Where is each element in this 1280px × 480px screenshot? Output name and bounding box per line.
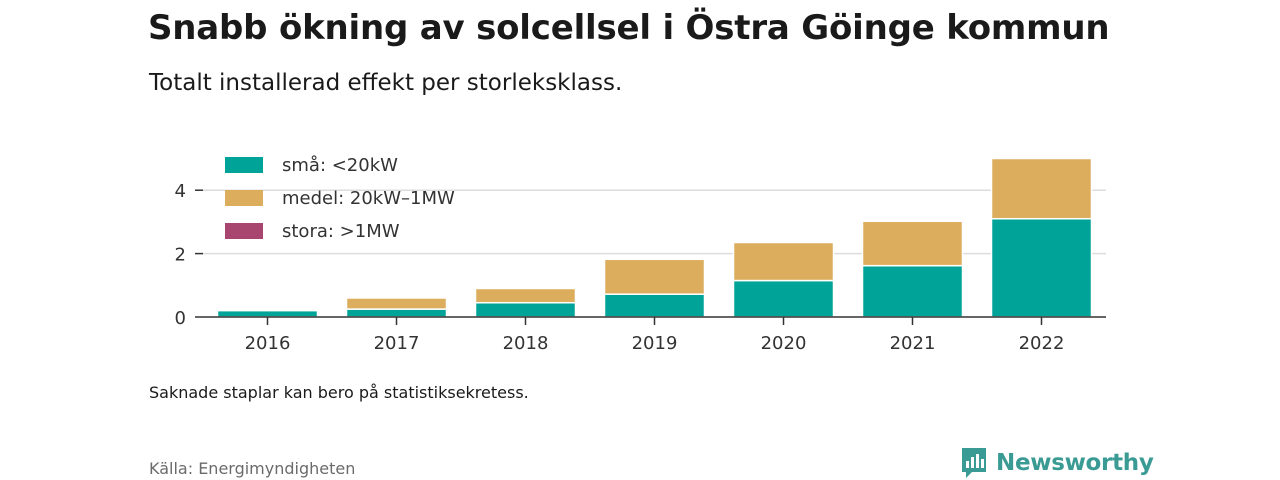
x-tick-label: 2017 (374, 333, 420, 354)
legend: små: <20kW medel: 20kW–1MW stora: >1MW (225, 155, 455, 242)
bar-segment (603, 258, 706, 295)
x-tick-label: 2016 (245, 333, 291, 354)
bar-segment (861, 264, 964, 318)
x-tick-label: 2021 (890, 333, 936, 354)
bar-segment (603, 293, 706, 318)
bar-segment (861, 220, 964, 267)
source-credit: Källa: Energimyndigheten (149, 459, 356, 478)
x-axis-ticks: 2016 2017 2018 2019 2020 2021 2022 (245, 317, 1065, 354)
brand-name: Newsworthy (996, 450, 1154, 476)
newsworthy-logo-icon (962, 448, 986, 478)
bars (216, 157, 1093, 318)
bar-segment (474, 287, 577, 304)
bar-segment (345, 308, 448, 318)
x-tick-label: 2022 (1019, 333, 1065, 354)
bar-segment (990, 217, 1093, 318)
legend-label: små: <20kW (282, 155, 398, 176)
y-axis-ticks: 0 2 4 (175, 181, 203, 329)
legend-label: stora: >1MW (282, 221, 400, 242)
bar-segment (474, 301, 577, 318)
chart-subtitle: Totalt installerad effekt per storlekskl… (149, 70, 623, 96)
y-tick-label: 4 (175, 181, 186, 202)
bar-segment (216, 309, 319, 318)
bar-segment (732, 279, 835, 318)
bar-segment (732, 241, 835, 282)
legend-label: medel: 20kW–1MW (282, 188, 455, 209)
y-tick-label: 2 (175, 245, 186, 266)
legend-swatch (225, 223, 263, 239)
legend-swatch (225, 157, 263, 173)
bar-segment (990, 157, 1093, 220)
x-tick-label: 2019 (632, 333, 678, 354)
y-tick-label: 0 (175, 308, 186, 329)
legend-swatch (225, 190, 263, 206)
brand-logo[interactable]: Newsworthy (960, 446, 1154, 480)
chart-title: Snabb ökning av solcellsel i Östra Göing… (148, 8, 1110, 48)
x-tick-label: 2020 (761, 333, 807, 354)
footnote: Saknade staplar kan bero på statistiksek… (149, 383, 529, 402)
x-tick-label: 2018 (503, 333, 549, 354)
bar-segment (345, 297, 448, 310)
